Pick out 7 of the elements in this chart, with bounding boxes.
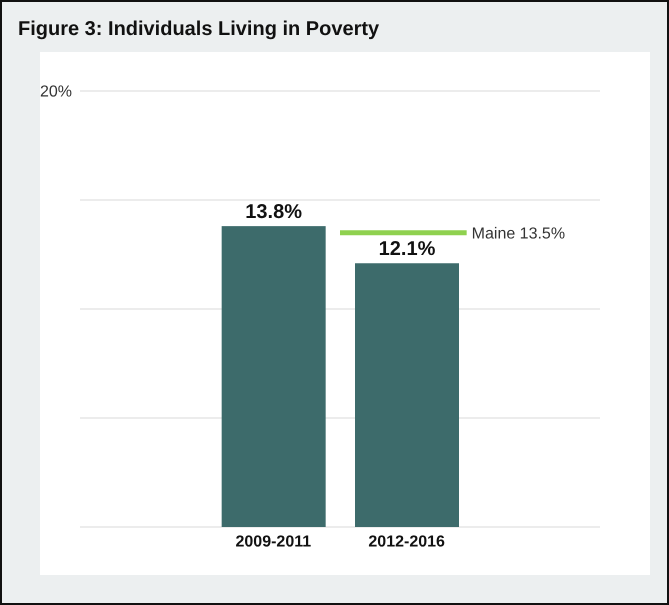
data-label: 12.1% [378,238,436,260]
x-tick-label: 2012-2016 [368,533,446,550]
data-label: 13.8% [245,201,302,224]
y-tick-label: 20% [40,84,72,101]
x-tick-label: 2009-2011 [236,533,312,550]
ref-line-label: Maine 13.5% [472,225,566,242]
chart-title: Figure 3: Individuals Living in Poverty [18,18,380,41]
